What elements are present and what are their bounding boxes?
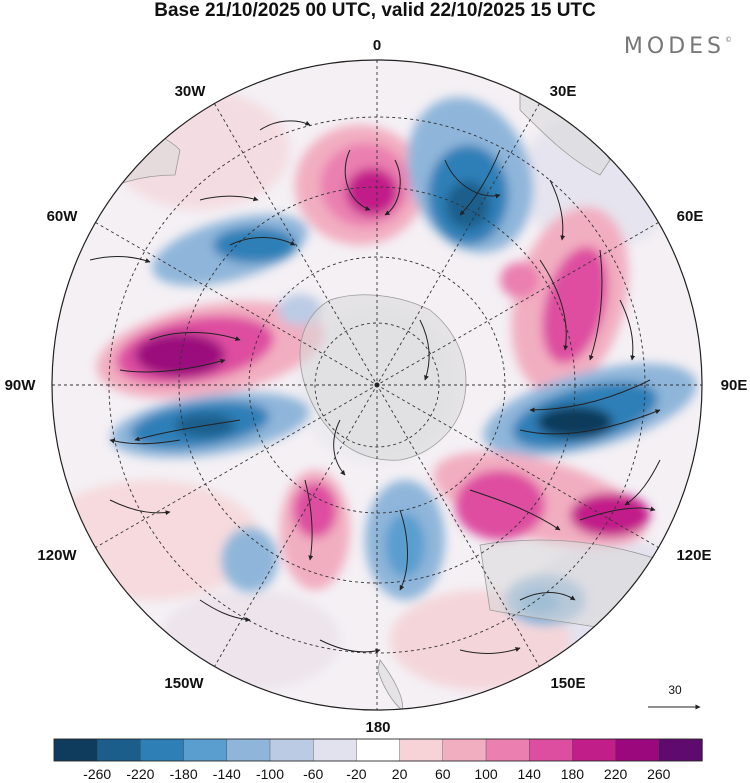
- wind-arrow: [134, 419, 241, 442]
- longitude-labels: 0 30E 60E 90E 120E 150E 180 150W 120W 90…: [5, 37, 748, 736]
- wind-arrow: [579, 506, 656, 521]
- colorbar-swatch: [226, 738, 271, 762]
- wind-arrow: [459, 149, 501, 216]
- colorbar-swatch: [442, 738, 487, 762]
- wind-arrow: [344, 149, 371, 211]
- colorbar-tick-label: 20: [392, 766, 408, 782]
- colorbar-tick-label: 260: [647, 766, 671, 782]
- wind-arrow: [384, 159, 401, 216]
- wind-arrow: [304, 479, 314, 561]
- wind-arrow: [619, 299, 636, 361]
- lon-label-180: 180: [365, 719, 390, 736]
- wind-arrow: [319, 639, 381, 654]
- lon-label-60w: 60W: [47, 208, 79, 225]
- lon-label-90e: 90E: [721, 377, 748, 394]
- wind-arrow: [109, 499, 171, 516]
- wind-arrow: [444, 159, 501, 199]
- wind-arrow: [519, 592, 576, 601]
- colorbar: -260 -220 -180 -140 -100 -60 -20 20 60 100 140 180 2…: [53, 738, 703, 782]
- wind-arrow: [624, 459, 661, 506]
- colorbar-swatch: [529, 738, 574, 762]
- colorbar-swatch: [356, 738, 401, 762]
- colorbar-swatch: [96, 738, 142, 762]
- lon-label-120w: 120W: [37, 547, 77, 564]
- colorbar-tick-label: 140: [518, 766, 542, 782]
- wind-arrow: [399, 509, 408, 591]
- colorbar-swatch: [53, 738, 98, 762]
- wind-arrow: [419, 319, 430, 381]
- lon-label-150e: 150E: [550, 675, 585, 692]
- wind-arrow: [89, 256, 151, 263]
- wind-arrow: [109, 438, 181, 445]
- colorbar-tick-label: -260: [83, 766, 111, 782]
- colorbar-tick-label: -60: [303, 766, 323, 782]
- wind-arrow: [119, 358, 226, 373]
- map-title: Base 21/10/2025 00 UTC, valid 22/10/2025…: [154, 0, 596, 21]
- reference-vector: 30: [648, 683, 701, 710]
- lon-label-90w: 90W: [5, 377, 37, 394]
- wind-arrow: [459, 647, 521, 654]
- colorbar-swatch: [183, 738, 228, 762]
- wind-arrow: [469, 489, 561, 531]
- wind-arrow: [199, 599, 251, 623]
- colorbar-tick-label: -20: [346, 766, 366, 782]
- colorbar-tick-label: -140: [213, 766, 241, 782]
- wind-arrow: [589, 249, 603, 361]
- reference-vector-label: 30: [668, 683, 682, 697]
- antarctica-outline: [299, 294, 467, 461]
- colorbar-tick-label: 60: [435, 766, 451, 782]
- wind-arrow: [259, 120, 311, 131]
- lon-label-120e: 120E: [676, 547, 711, 564]
- colorbar-swatch: [658, 738, 703, 762]
- colorbar-swatch: [572, 738, 617, 762]
- colorbar-swatch: [615, 738, 660, 762]
- south-pole-marker: [374, 382, 380, 388]
- colorbar-tick-label: -220: [126, 766, 154, 782]
- wind-arrow: [149, 332, 241, 341]
- colorbar-tick-label: -180: [170, 766, 198, 782]
- colorbar-frame: [53, 738, 703, 762]
- wind-arrow: [519, 409, 661, 435]
- copyright-mark: ©: [725, 36, 732, 44]
- lon-label-30e: 30E: [550, 83, 577, 100]
- wind-arrow: [333, 419, 346, 476]
- colorbar-swatch: [485, 738, 530, 762]
- colorbar-tick-label: 100: [474, 766, 498, 782]
- wind-arrow: [229, 237, 296, 246]
- wind-vectors: [89, 120, 661, 654]
- colorbar-tick-label: 180: [561, 766, 585, 782]
- colorbar-tick-label: -100: [256, 766, 284, 782]
- wind-arrow: [529, 379, 651, 413]
- lon-label-0: 0: [373, 37, 381, 54]
- wind-arrow: [539, 259, 569, 351]
- lon-label-60e: 60E: [677, 208, 704, 225]
- colorbar-swatch: [140, 738, 185, 762]
- colorbar-tick-label: 220: [604, 766, 628, 782]
- lon-label-30w: 30W: [175, 83, 207, 100]
- wind-arrow: [549, 179, 566, 241]
- colorbar-swatch: [269, 738, 314, 762]
- lon-label-150w: 150W: [164, 675, 204, 692]
- brand-name: MODES: [623, 34, 725, 59]
- colorbar-swatch: [313, 738, 358, 762]
- colorbar-swatch: [399, 738, 444, 762]
- map-boundary: [51, 59, 703, 711]
- brand-logo: MODES©: [624, 34, 732, 59]
- wind-arrow: [199, 195, 259, 202]
